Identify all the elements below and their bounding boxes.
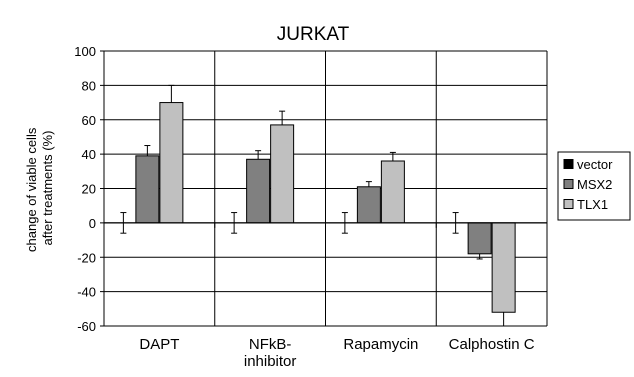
chart-title: JURKAT [277, 24, 350, 45]
legend-label-vector: vector [577, 157, 613, 172]
bar-MSX2-3 [467, 222, 492, 255]
legend-swatch-TLX1 [563, 199, 574, 209]
x-tick-label-0: DAPT [139, 336, 179, 353]
y-tick-label-1: 80 [82, 78, 96, 93]
y-axis-label: change of viable cells after treatments … [24, 124, 55, 252]
y-axis-label-line-1: change of viable cells [24, 127, 39, 252]
legend-swatch-MSX2 [563, 179, 574, 189]
x-tick-label-1-line-1: inhibitor [244, 353, 297, 370]
x-tick-label-3: Calphostin C [449, 336, 535, 353]
x-tick-label-3-line-0: Calphostin C [449, 336, 535, 353]
legend-label-MSX2: MSX2 [577, 177, 612, 192]
x-tick-label-2-line-0: Rapamycin [343, 336, 418, 353]
x-tick-label-1: NFkB-inhibitor [244, 336, 297, 370]
bar-TLX1-0 [159, 102, 184, 224]
y-tick-label-4: 20 [82, 182, 96, 197]
bar-TLX1-1 [270, 124, 295, 224]
y-tick-label-0: 100 [74, 44, 96, 59]
y-tick-label-3: 40 [82, 147, 96, 162]
y-tick-label-7: -40 [77, 285, 96, 300]
y-tick-label-2: 60 [82, 113, 96, 128]
bar-MSX2-2 [356, 186, 381, 224]
y-tick-label-5: 0 [89, 216, 96, 231]
x-tick-label-0-line-0: DAPT [139, 336, 179, 353]
bar-TLX1-3 [491, 222, 516, 313]
bar-MSX2-0 [135, 155, 160, 224]
legend-swatch-vector [563, 159, 574, 169]
x-tick-label-1-line-0: NFkB- [249, 336, 292, 353]
legend: vector MSX2 TLX1 [557, 151, 631, 221]
bar-MSX2-1 [246, 158, 271, 224]
x-tick-label-2: Rapamycin [343, 336, 418, 353]
plot-area: 100 80 60 40 20 0 -20 -40 -60 DAPT NFkB-inhibitor R… [74, 44, 548, 370]
y-tick-label-6: -20 [77, 250, 96, 265]
y-tick-label-8: -60 [77, 319, 96, 334]
legend-label-TLX1: TLX1 [577, 197, 608, 212]
bar-TLX1-2 [380, 160, 405, 224]
y-axis-label-line-2: after treatments (%) [40, 131, 55, 246]
